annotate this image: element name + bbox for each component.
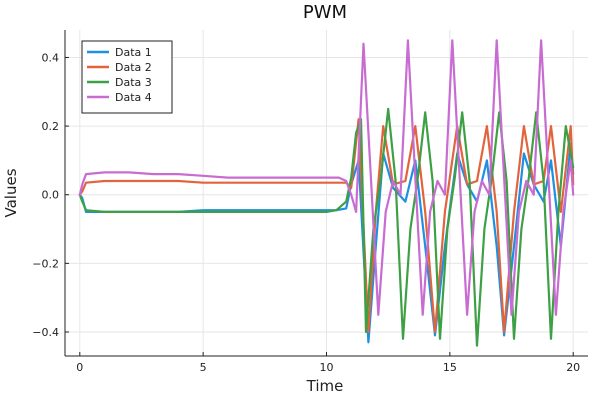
legend-label: Data 3 [115,76,152,89]
y-axis-title: Values [2,168,20,217]
legend-label: Data 4 [115,91,152,104]
legend: Data 1 Data 2 Data 3 Data 4 [81,40,173,114]
x-tick-label: 20 [566,361,580,374]
x-axis-title: Time [306,377,344,395]
y-tick-label: −0.2 [32,257,59,270]
y-tick-label: 0.4 [42,51,60,64]
series-line-3 [78,107,575,347]
legend-label: Data 1 [115,46,152,59]
y-tick-label: 0.0 [42,189,60,202]
y-tick-label: 0.2 [42,120,60,133]
y-tick-label: −0.4 [32,326,59,339]
series-line-4 [78,39,575,316]
x-tick-label: 5 [200,361,207,374]
x-tick-label: 10 [320,361,334,374]
chart-title: PWM [303,2,347,23]
axes-layer: 0 5 10 15 20 −0.4 −0.2 0.0 0.2 0.4 [32,30,588,374]
series-layer [78,39,575,347]
legend-label: Data 2 [115,61,152,74]
x-tick-label: 0 [76,361,83,374]
x-tick-label: 15 [443,361,457,374]
